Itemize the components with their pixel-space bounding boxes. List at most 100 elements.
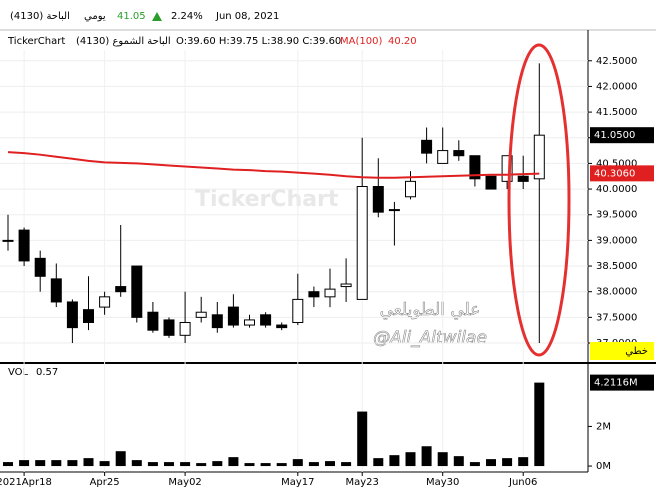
y-tick-label: 41.5000 — [596, 107, 637, 118]
ma-line — [7, 151, 540, 179]
volume-legend: VOL — [8, 367, 29, 378]
candle-body — [50, 278, 62, 303]
volume-bar — [486, 459, 496, 467]
annotation: علي الطويلعي — [380, 300, 481, 320]
x-tick-label: May02 — [168, 477, 201, 488]
volume-bar — [115, 451, 126, 467]
scale-mode-box — [590, 342, 654, 360]
volume-bar — [534, 382, 545, 467]
value-box — [590, 374, 654, 391]
candle-body — [260, 314, 272, 326]
ma-legend: MA(100) — [340, 36, 382, 47]
volume-bar — [357, 411, 368, 467]
volume-bar — [35, 460, 46, 467]
y-tick-label: 42.5000 — [596, 56, 637, 67]
candle-body — [356, 186, 368, 300]
price: 41.05 — [117, 11, 146, 22]
volume-bar — [3, 462, 13, 467]
volume-bar — [180, 462, 191, 467]
x-tick-label: May23 — [345, 477, 378, 488]
candle-body — [2, 239, 14, 242]
volume-bar — [373, 458, 384, 467]
brand: TickerChart — [7, 36, 65, 47]
annotation: @Ali_Altwilae — [373, 328, 487, 348]
ma-legend-value: 40.20 — [388, 36, 417, 47]
price-marker-label: 41.0500 — [594, 130, 635, 141]
x-tick-label: May17 — [281, 477, 314, 488]
price-marker-label: 40.3060 — [594, 168, 635, 179]
volume-bar — [325, 461, 335, 467]
candle-body — [340, 283, 352, 288]
volume-bar — [196, 463, 207, 467]
candle-body — [469, 155, 481, 180]
x-tick-label: Apr25 — [90, 477, 120, 488]
x-tick-label: May30 — [426, 477, 459, 488]
candle-body — [372, 186, 384, 213]
volume-bar — [276, 463, 287, 467]
candle-body — [517, 175, 529, 182]
candle-body — [533, 134, 545, 180]
x-tick-label: Jun06 — [508, 477, 537, 488]
candle-body — [66, 301, 78, 329]
candle-body — [195, 311, 207, 318]
y-tick-label: 0M — [596, 461, 611, 472]
period: يومي — [84, 11, 106, 22]
candle-body — [179, 321, 191, 336]
candle-body — [421, 139, 433, 154]
scale-mode: خطي — [625, 346, 648, 357]
volume-bar — [437, 452, 448, 467]
candle-body — [501, 155, 513, 182]
volume-bar — [260, 463, 271, 467]
volume-bar — [19, 460, 30, 467]
candle-body — [163, 319, 175, 336]
y-tick-label: 38.5000 — [596, 261, 637, 272]
candle-body — [292, 298, 304, 323]
candle-body — [211, 314, 223, 329]
candle-body — [34, 257, 46, 277]
volume-bar — [518, 457, 529, 467]
volume-bar — [405, 452, 416, 467]
x-tick-label: 2021Apr18 — [0, 477, 52, 488]
ohlc-legend: O:39.60 H:39.75 L:38.90 C:39.60 — [176, 36, 341, 47]
volume-bar — [51, 460, 62, 467]
y-tick-label: 40.0000 — [596, 184, 637, 195]
volume-bar — [228, 457, 239, 467]
date: Jun 08, 2021 — [215, 11, 279, 22]
candle-body — [244, 319, 255, 326]
candle-body — [388, 209, 400, 212]
y-tick-label: 37.5000 — [596, 312, 637, 323]
highlight-ellipse — [507, 43, 571, 357]
price-marker — [590, 127, 654, 144]
volume-bar — [292, 459, 303, 467]
candle-body — [131, 265, 143, 318]
y-tick-label: 42.0000 — [596, 81, 637, 92]
volume-legend-value: 0.57 — [36, 367, 58, 378]
candle-body — [18, 229, 30, 262]
candle-body — [485, 175, 497, 190]
instrument: (4130) الباحة الشموع — [76, 36, 171, 47]
candle-body — [227, 306, 239, 326]
volume-bar — [83, 458, 94, 467]
volume-bar — [502, 458, 513, 467]
candle-body — [115, 286, 127, 293]
up-arrow-icon — [152, 12, 162, 21]
volume-bar — [421, 446, 432, 467]
volume-bar — [212, 461, 223, 467]
volume-bar — [67, 460, 78, 467]
price-marker — [590, 165, 654, 182]
volume-value-label: 4.2116M — [594, 378, 638, 389]
candle-body — [308, 291, 320, 298]
volume-bar — [389, 455, 400, 467]
candle-body — [147, 311, 159, 331]
watermark: TickerChart — [195, 187, 339, 212]
candle-body — [276, 324, 288, 329]
volume-bar — [308, 462, 319, 467]
symbol: (4130) الباحة — [10, 11, 70, 22]
volume-bar — [131, 460, 142, 467]
volume-bar — [99, 461, 110, 467]
volume-bar — [244, 463, 255, 467]
y-tick-label: 39.5000 — [596, 210, 637, 221]
y-tick-label: 39.0000 — [596, 235, 637, 246]
candle-body — [405, 180, 416, 198]
